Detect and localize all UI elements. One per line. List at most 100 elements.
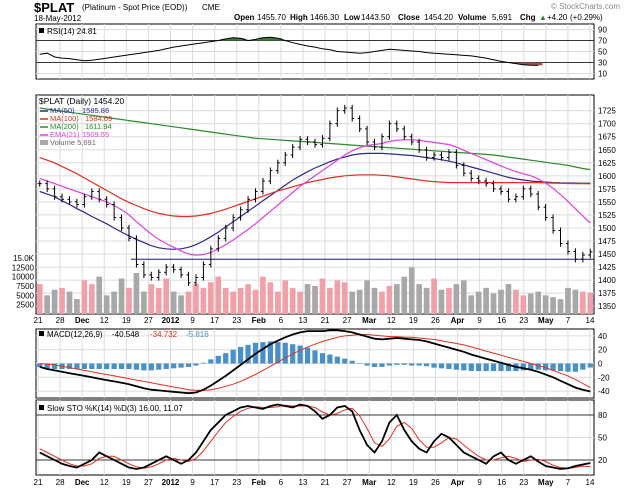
macd-histogram-bar: [200, 362, 207, 364]
macd-histogram-bar: [498, 363, 504, 372]
x-tick-label: 21: [321, 478, 330, 487]
sto-d-line: [39, 404, 591, 469]
macd-histogram-bar: [282, 342, 288, 364]
macd-histogram-bar: [453, 363, 459, 370]
volume-bar: [74, 299, 80, 314]
volume-bar: [208, 282, 214, 314]
y-tick-label: 20: [598, 346, 607, 355]
macd-histogram-bar: [215, 355, 221, 364]
macd-histogram-bar: [193, 363, 199, 366]
macd-histogram-bar: [342, 358, 348, 364]
macd-histogram-bar: [275, 342, 281, 364]
x-tick-label: 12: [387, 478, 396, 487]
chg-label: Chg: [520, 13, 536, 22]
volume-bar: [550, 297, 556, 314]
ema21-legend-name: EMA(21): [50, 130, 80, 139]
macd-histogram-bar: [104, 363, 110, 370]
ma50-legend-name: MA(50): [50, 106, 75, 115]
series-line-ema21: [39, 139, 591, 256]
y-tick-label: 1725: [598, 107, 616, 116]
macd-histogram-bar: [111, 363, 117, 370]
x-tick-label: Mar: [362, 316, 376, 325]
x-tick-label: 2012: [162, 316, 180, 325]
volume-bar: [446, 287, 452, 314]
x-tick-label: 27: [144, 316, 153, 325]
macd-histogram-bar: [379, 363, 385, 367]
volume-bar: [282, 280, 289, 314]
x-tick-label: 28: [56, 478, 65, 487]
volume-bar: [379, 291, 385, 314]
chart-exchange: CME: [202, 3, 220, 12]
y-tick-label: 50: [598, 434, 607, 443]
x-tick-label: 19: [409, 478, 418, 487]
rsi-overbought-fill: [251, 39, 260, 41]
volume-bar: [505, 284, 512, 314]
x-tick-label: Dec: [75, 478, 90, 487]
macd-histogram-bar: [148, 363, 154, 371]
macd-histogram-bar: [476, 363, 482, 372]
macd-histogram-bar: [260, 342, 266, 364]
volume-bar: [535, 291, 542, 314]
y-tick-label: 1700: [598, 120, 616, 129]
volume-bar: [557, 299, 564, 314]
volume-bar: [155, 287, 162, 314]
volume-bar: [297, 291, 303, 314]
volume-label: Volume: [458, 13, 487, 22]
x-tick-label: 16: [497, 478, 506, 487]
sto-label: Slow STO %K(14) %D(3) 16.00, 11.07: [47, 404, 183, 413]
volume-bar: [245, 284, 251, 314]
x-tick-label: 23: [519, 478, 528, 487]
rsi-line: [39, 36, 539, 66]
volume-bar: [267, 282, 274, 314]
macd-histogram-bar: [543, 363, 549, 371]
macd-histogram-bar: [535, 363, 541, 370]
volume-bar: [520, 295, 527, 314]
volume-bar: [200, 287, 207, 314]
rsi-oversold-fill: [527, 62, 535, 66]
price-legend: $PLAT (Daily) 1454.20 MA(50) 1585.86 MA(…: [39, 96, 124, 147]
series-line-ma50: [39, 152, 591, 250]
x-tick-label: 21: [34, 316, 43, 325]
macd-histogram-bar: [401, 363, 407, 365]
y-tick-label: 90: [598, 26, 607, 35]
volume-bar: [334, 280, 341, 314]
x-tick-label: 2012: [162, 478, 180, 487]
macd-histogram-bar: [304, 347, 311, 364]
macd-histogram-bar: [178, 363, 184, 368]
macd-legend: MACD(12,26,9) -40.548 -34.732 -5.816: [39, 330, 209, 339]
macd-hist-value: -5.816: [186, 330, 209, 339]
rsi-overbought-fill: [236, 38, 245, 41]
y-tick-label: 1375: [598, 289, 616, 298]
macd-histogram-bar: [557, 363, 564, 372]
macd-line: [39, 329, 591, 395]
volume-tick-label: 12500: [12, 263, 35, 272]
macd-histogram-bar: [327, 354, 333, 364]
rsi-overbought-fill: [259, 37, 268, 41]
macd-histogram-bar: [357, 363, 363, 364]
macd-histogram-bar: [364, 363, 370, 366]
volume-bar: [88, 284, 95, 314]
x-tick-label: 23: [519, 316, 528, 325]
y-tick-label: 1475: [598, 237, 616, 246]
macd-histogram-bar: [81, 363, 87, 370]
x-tick-label: 23: [232, 478, 241, 487]
x-tick-label: 17: [210, 478, 219, 487]
macd-histogram-bar: [580, 363, 586, 370]
x-tick-label: 6: [279, 316, 284, 325]
macd-histogram-bar: [490, 363, 497, 372]
x-tick-label: 12: [100, 478, 109, 487]
high-value: 1466.30: [310, 13, 339, 22]
macd-histogram-bar: [312, 350, 318, 364]
x-tick-label: 9: [190, 316, 195, 325]
ma200-legend-value: 1611.94: [85, 122, 112, 131]
volume-bar: [178, 295, 184, 314]
volume-bar: [304, 284, 311, 314]
macd-histogram-bar: [237, 346, 244, 364]
y-tick-label: 1525: [598, 211, 616, 220]
volume-tick-label: 15.0K: [13, 254, 35, 263]
volume-bar: [66, 291, 73, 314]
ema21-legend-value: 1509.55: [82, 130, 109, 139]
macd-histogram-bar: [423, 363, 430, 367]
volume-bar: [401, 276, 408, 314]
volume-bar: [252, 289, 259, 314]
